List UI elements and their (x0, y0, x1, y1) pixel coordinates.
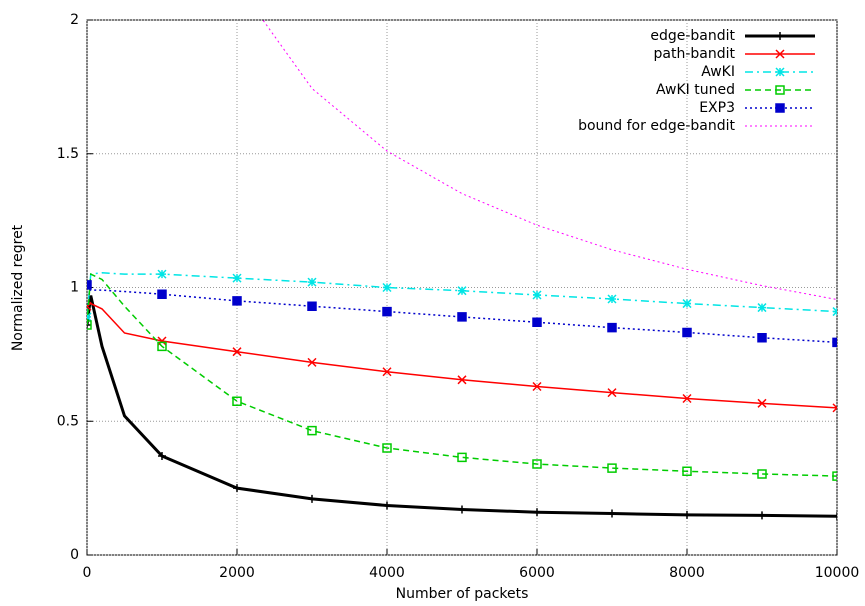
marker (382, 282, 392, 293)
marker (607, 294, 617, 304)
series-line (87, 284, 837, 344)
marker (87, 280, 92, 290)
marker (775, 85, 785, 95)
y-axis-label: Normalized regret (10, 224, 26, 351)
marker (457, 312, 467, 322)
y-tick-label: 1 (70, 280, 79, 296)
marker (532, 459, 542, 469)
marker (532, 317, 542, 328)
marker (682, 393, 692, 404)
y-tick-label: 1.5 (57, 146, 79, 162)
marker (775, 49, 785, 59)
x-tick-label: 0 (83, 565, 92, 581)
marker (607, 322, 617, 333)
marker (232, 396, 242, 406)
marker (607, 388, 617, 398)
plot-area (87, 20, 837, 521)
marker (158, 452, 166, 461)
marker (757, 303, 767, 313)
marker (157, 341, 167, 352)
marker (608, 509, 616, 518)
marker (533, 508, 541, 517)
marker (87, 301, 92, 311)
marker (682, 327, 692, 338)
marker (383, 501, 391, 510)
x-tick-label: 4000 (369, 565, 405, 581)
marker (382, 306, 392, 317)
marker (457, 452, 467, 463)
marker (157, 289, 167, 299)
y-tick-label: 0 (70, 547, 79, 563)
legend-label: EXP3 (699, 100, 735, 116)
series-line (87, 302, 837, 409)
legend-label: path-bandit (654, 46, 736, 62)
legend-label: edge-bandit (650, 28, 735, 44)
marker (232, 296, 242, 306)
marker (532, 290, 542, 300)
marker (682, 299, 692, 309)
marker (232, 347, 242, 357)
y-tick-label: 0.5 (57, 413, 79, 429)
marker (307, 277, 317, 287)
marker (775, 67, 785, 77)
marker (832, 471, 837, 481)
marker (775, 103, 785, 113)
x-axis-label: Number of packets (396, 586, 529, 602)
marker (532, 381, 542, 392)
marker (382, 367, 392, 377)
marker (232, 273, 242, 283)
marker (832, 337, 837, 348)
marker (758, 511, 766, 520)
series-line (262, 20, 837, 301)
marker (87, 320, 91, 329)
marker (87, 320, 92, 330)
marker (308, 494, 316, 503)
legend-label: AwKI tuned (656, 82, 735, 98)
marker (382, 443, 392, 453)
series-line (87, 272, 837, 317)
marker (458, 505, 466, 514)
x-tick-label: 2000 (219, 565, 255, 581)
marker (683, 510, 691, 519)
marker (233, 484, 241, 493)
marker (307, 357, 317, 367)
marker (457, 286, 467, 296)
marker (832, 403, 837, 413)
x-tick-label: 6000 (519, 565, 555, 581)
marker (307, 301, 317, 311)
legend-label: AwKI (701, 64, 735, 80)
marker (832, 307, 837, 317)
marker (757, 398, 767, 408)
marker (833, 512, 837, 521)
x-tick-label: 10000 (815, 565, 860, 581)
series-line (87, 295, 837, 518)
y-tick-label: 2 (70, 12, 79, 28)
marker (607, 463, 617, 473)
series-line (87, 272, 837, 477)
marker (157, 336, 167, 346)
marker (157, 269, 167, 279)
marker (457, 375, 467, 385)
marker (757, 333, 767, 343)
marker (776, 32, 784, 40)
marker (757, 469, 767, 479)
marker (307, 425, 317, 436)
x-tick-label: 8000 (669, 565, 705, 581)
legend-label: bound for edge-bandit (578, 118, 735, 134)
marker (682, 466, 692, 477)
